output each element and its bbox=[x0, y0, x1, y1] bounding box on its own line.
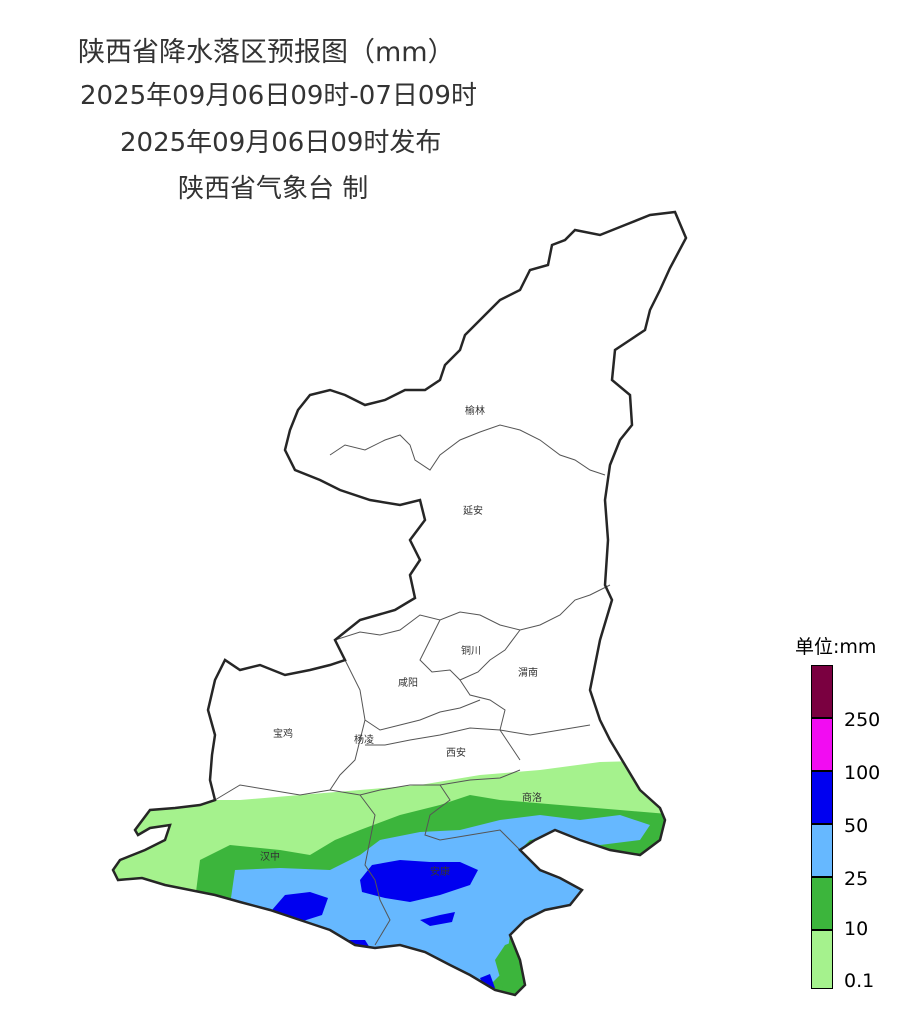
city-label-yangling: 杨凌 bbox=[354, 733, 374, 746]
legend-label-0.1: 0.1 bbox=[844, 970, 875, 992]
city-label-shangluo: 商洛 bbox=[522, 791, 542, 804]
city-label-baoji: 宝鸡 bbox=[273, 727, 293, 740]
boundary-weinan-west bbox=[459, 679, 521, 761]
legend-label-100: 100 bbox=[844, 762, 881, 784]
legend-label-25: 25 bbox=[844, 868, 869, 890]
city-label-yanan: 延安 bbox=[463, 504, 483, 517]
forecast-period: 2025年09月06日09时-07日09时 bbox=[80, 81, 477, 111]
boundary-xianyang-south bbox=[364, 699, 481, 731]
legend-title: 单位:mm bbox=[795, 636, 877, 658]
legend-label-10: 10 bbox=[844, 918, 869, 940]
legend-label-250: 250 bbox=[844, 709, 881, 731]
legend-swatch-10-25 bbox=[811, 877, 833, 930]
boundary-xianyang-west bbox=[329, 659, 366, 791]
boundary-tongchuan bbox=[419, 619, 521, 681]
city-label-hanzhong: 汉中 bbox=[260, 850, 280, 863]
boundary-yulin-yanan bbox=[329, 424, 606, 476]
legend-swatch-above-250 bbox=[811, 665, 833, 718]
city-label-xianyang: 咸阳 bbox=[398, 677, 418, 689]
issuer: 陕西省气象台 制 bbox=[178, 174, 369, 204]
legend-swatch-0.1-10 bbox=[811, 930, 833, 989]
boundary-yanan-south bbox=[334, 584, 611, 641]
city-label-ankang: 安康 bbox=[430, 865, 450, 878]
precipitation-areas bbox=[113, 760, 686, 995]
rain-area-50-100-small bbox=[420, 912, 455, 926]
boundary-ankang-shangluo bbox=[424, 784, 521, 851]
map-title: 陕西省降水落区预报图（mm） bbox=[78, 37, 455, 68]
legend-swatch-25-50 bbox=[811, 824, 833, 877]
boundary-baoji-hanzhong bbox=[214, 769, 521, 801]
legend-swatch-50-100 bbox=[811, 771, 833, 824]
city-label-weinan: 渭南 bbox=[518, 666, 538, 679]
boundary-xian bbox=[365, 724, 591, 746]
legend-label-50: 50 bbox=[844, 815, 869, 837]
issue-time: 2025年09月06日09时发布 bbox=[120, 128, 442, 158]
city-boundaries bbox=[214, 424, 611, 946]
boundary-hanzhong-ankang bbox=[359, 794, 391, 946]
rain-area-50-100-ankang bbox=[360, 860, 478, 902]
legend-swatch-100-250 bbox=[811, 718, 833, 771]
city-label-yulin: 榆林 bbox=[465, 404, 485, 417]
city-label-tongchuan: 铜川 bbox=[461, 645, 481, 657]
city-label-xian: 西安 bbox=[446, 746, 466, 759]
rain-area-25-50 bbox=[230, 815, 650, 985]
